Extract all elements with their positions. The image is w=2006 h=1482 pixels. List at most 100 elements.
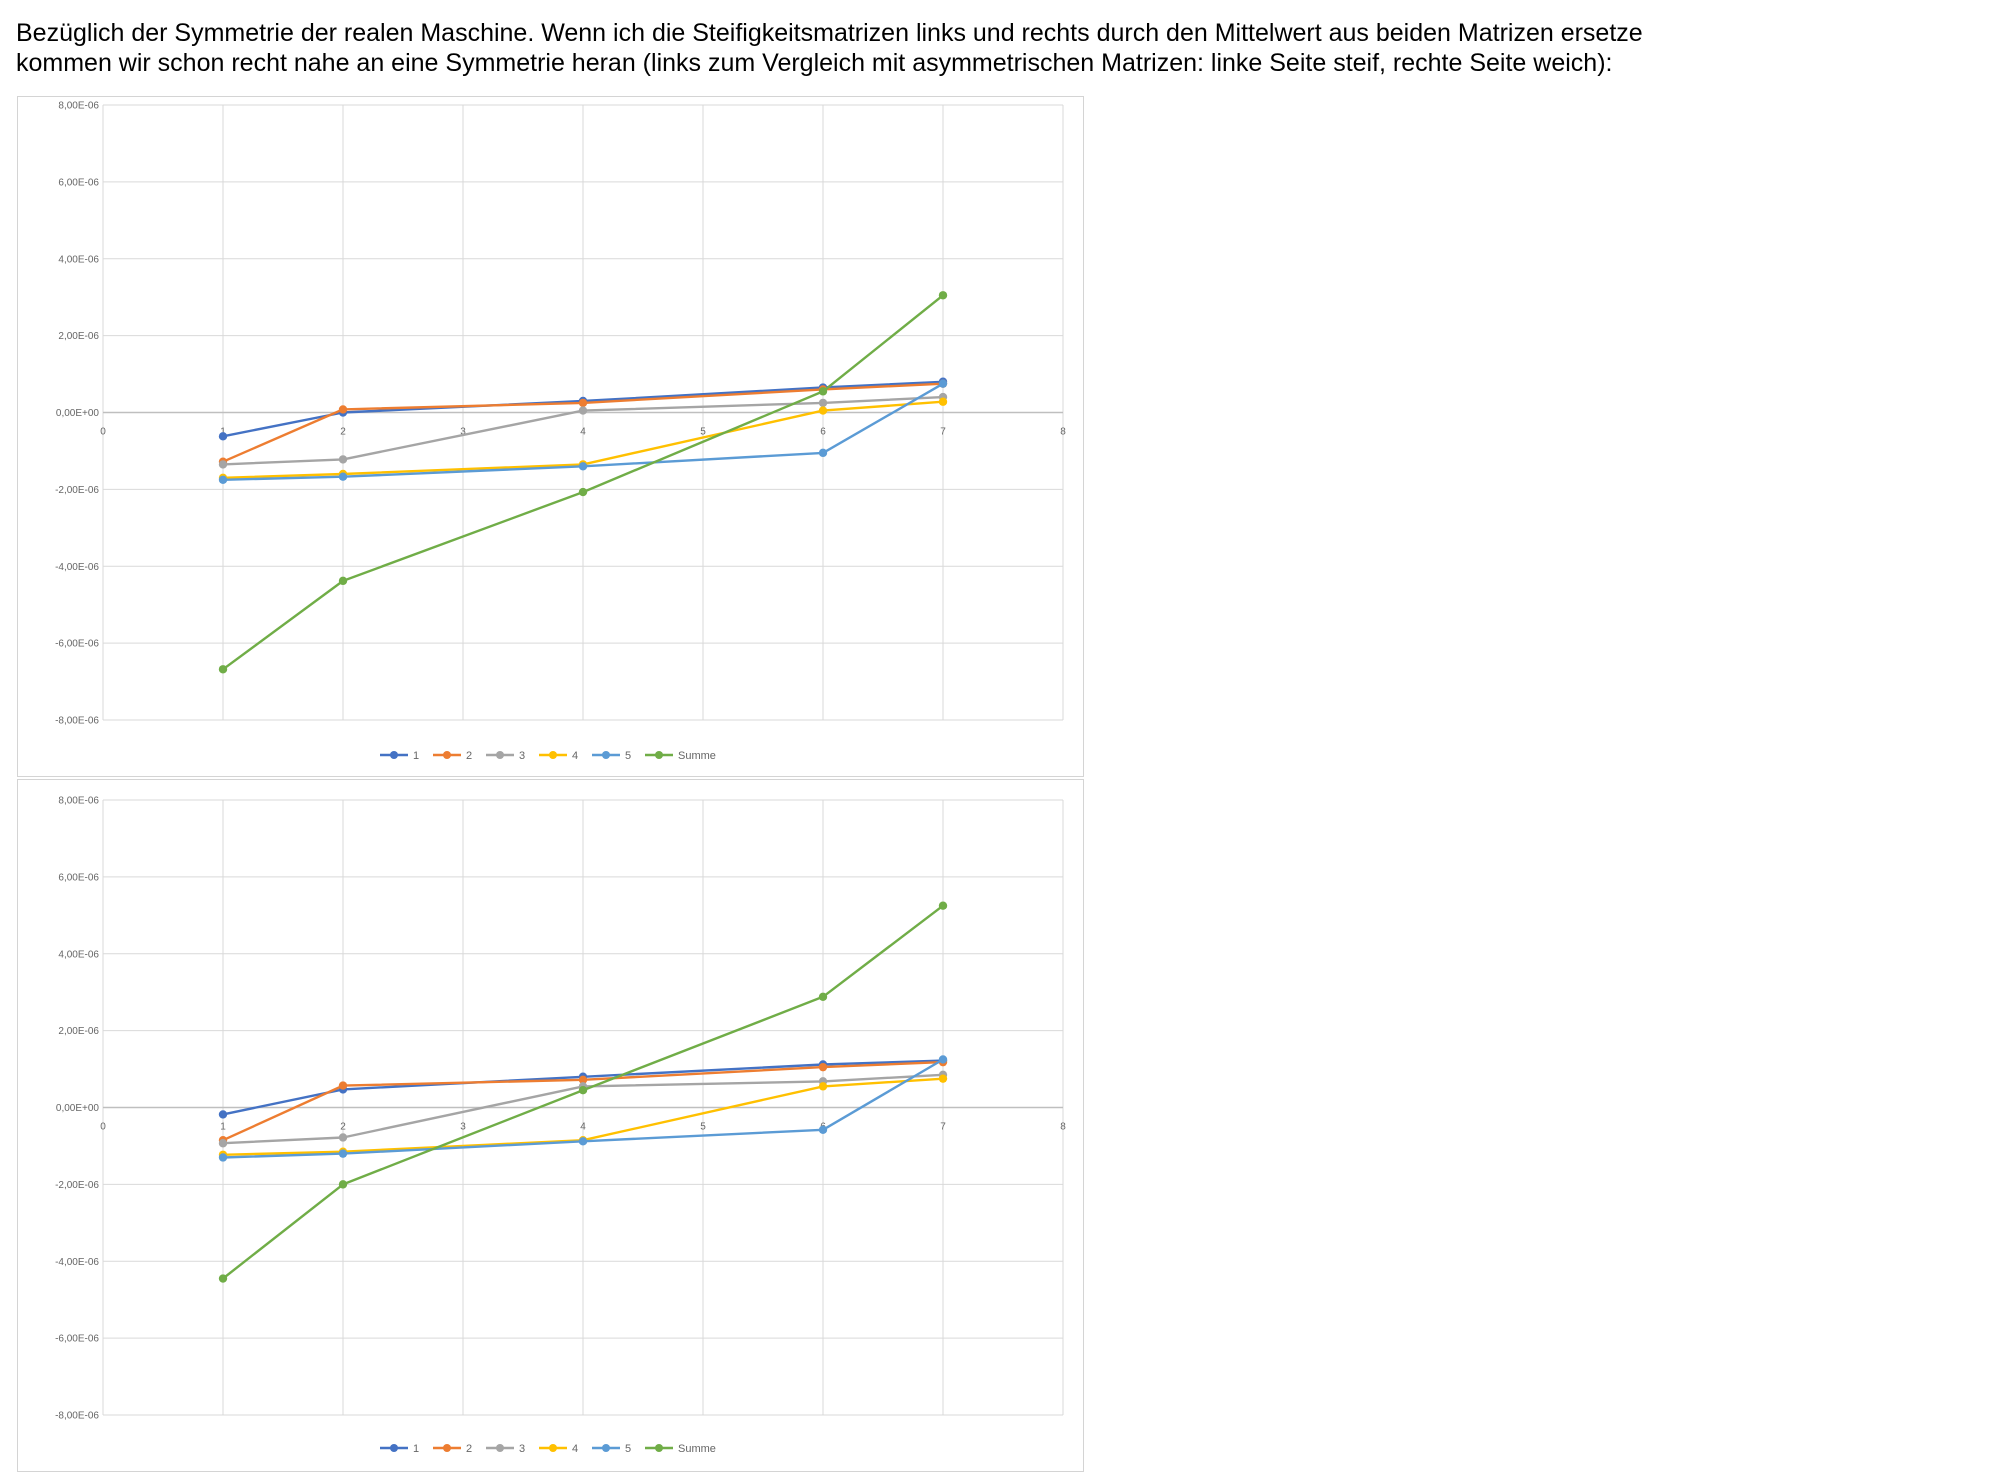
legend-label: 2 — [466, 1443, 472, 1455]
legend-marker — [443, 1444, 451, 1452]
data-point — [338, 1133, 348, 1142]
x-tick-label: 3 — [460, 1122, 466, 1133]
x-tick-label: 6 — [820, 427, 826, 438]
data-point — [218, 475, 228, 484]
legend-marker — [602, 751, 610, 759]
y-tick-label: 2,00E-06 — [58, 331, 99, 342]
y-tick-label: -8,00E-06 — [55, 716, 99, 727]
data-point — [938, 901, 948, 910]
data-point — [818, 387, 828, 396]
y-tick-label: 4,00E-06 — [58, 949, 99, 960]
data-point — [218, 1110, 228, 1119]
x-tick-label: 5 — [700, 1122, 706, 1133]
data-point — [578, 487, 588, 497]
y-tick-label: -6,00E-06 — [55, 1334, 99, 1345]
data-point — [818, 406, 828, 415]
data-point — [938, 1074, 948, 1083]
data-point — [938, 291, 948, 300]
data-point — [818, 448, 828, 458]
y-tick-label: 0,00E+00 — [56, 408, 100, 419]
legend-marker — [655, 1444, 663, 1452]
data-point — [578, 1137, 588, 1146]
legend-label: Summe — [678, 750, 716, 762]
data-point — [338, 405, 348, 414]
x-tick-label: 3 — [460, 427, 466, 438]
data-point — [218, 1153, 228, 1162]
x-tick-label: 4 — [580, 1122, 586, 1133]
legend-marker — [496, 751, 504, 759]
x-tick-label: 8 — [1060, 1122, 1066, 1133]
x-tick-label: 1 — [220, 427, 226, 438]
legend-label: 5 — [625, 750, 631, 762]
legend-label: 5 — [625, 1443, 631, 1455]
data-point — [218, 432, 228, 441]
data-point — [818, 1062, 828, 1072]
legend-marker — [496, 1444, 504, 1452]
legend-marker — [549, 751, 557, 759]
y-tick-label: -4,00E-06 — [55, 562, 99, 573]
legend-marker — [443, 751, 451, 759]
intro-text: Bezüglich der Symmetrie der realen Masch… — [16, 18, 2001, 78]
data-point — [938, 379, 948, 388]
legend-label: Summe — [678, 1443, 716, 1455]
y-tick-label: 8,00E-06 — [58, 101, 99, 112]
legend-label: 1 — [413, 750, 419, 762]
legend: 1 2 3 4 5 Summe — [380, 750, 716, 762]
data-point — [338, 1081, 348, 1090]
legend-label: 3 — [519, 1443, 525, 1455]
x-tick-label: 1 — [220, 1122, 226, 1133]
data-point — [938, 1055, 948, 1064]
y-tick-label: -4,00E-06 — [55, 1257, 99, 1268]
data-point — [338, 576, 348, 586]
y-tick-label: 6,00E-06 — [58, 872, 99, 883]
data-point — [338, 455, 348, 464]
x-tick-label: 7 — [940, 1122, 946, 1133]
legend-label: 4 — [572, 750, 578, 762]
data-point — [578, 462, 588, 471]
data-point — [578, 1086, 588, 1095]
y-tick-label: 6,00E-06 — [58, 177, 99, 188]
data-point — [218, 1139, 228, 1148]
data-point — [818, 398, 828, 408]
data-point — [578, 406, 588, 415]
data-point — [818, 992, 828, 1001]
x-tick-label: 4 — [580, 427, 586, 438]
legend-marker — [602, 1444, 610, 1452]
chart-top: 8,00E-06 6,00E-06 4,00E-06 2,00E-06 0,00E+00… — [17, 96, 1084, 777]
x-tick-label: 0 — [100, 1122, 106, 1133]
y-tick-label: 0,00E+00 — [56, 1103, 100, 1114]
chart-bottom: 8,00E-06 6,00E-06 4,00E-06 2,00E-06 0,00E+00… — [17, 779, 1084, 1472]
x-tick-label: 7 — [940, 427, 946, 438]
legend-marker — [549, 1444, 557, 1452]
y-tick-label: -2,00E-06 — [55, 485, 99, 496]
legend-marker — [390, 751, 398, 759]
data-point — [578, 398, 588, 408]
data-point — [338, 472, 348, 481]
legend-marker — [655, 751, 663, 759]
data-point — [338, 1180, 348, 1189]
legend-label: 4 — [572, 1443, 578, 1455]
data-point — [818, 1125, 828, 1134]
x-tick-label: 0 — [100, 427, 106, 438]
data-point — [218, 1274, 228, 1283]
x-tick-label: 5 — [700, 427, 706, 438]
x-tick-label: 8 — [1060, 427, 1066, 438]
data-point — [218, 460, 228, 469]
y-tick-label: -2,00E-06 — [55, 1180, 99, 1191]
x-tick-label: 2 — [340, 1122, 346, 1133]
data-point — [218, 665, 228, 674]
y-tick-label: -8,00E-06 — [55, 1411, 99, 1422]
legend-marker — [390, 1444, 398, 1452]
data-point — [818, 1082, 828, 1091]
legend-label: 2 — [466, 750, 472, 762]
legend-label: 3 — [519, 750, 525, 762]
y-tick-label: 8,00E-06 — [58, 796, 99, 807]
data-point — [338, 1149, 348, 1158]
data-point — [578, 1075, 588, 1085]
y-tick-label: 4,00E-06 — [58, 254, 99, 265]
y-tick-label: 2,00E-06 — [58, 1026, 99, 1037]
legend: 1 2 3 4 5 Summe — [380, 1443, 716, 1455]
data-point — [938, 397, 948, 406]
x-tick-label: 2 — [340, 427, 346, 438]
chart-top-svg: 8,00E-06 6,00E-06 4,00E-06 2,00E-06 0,00E+00… — [55, 101, 1066, 763]
